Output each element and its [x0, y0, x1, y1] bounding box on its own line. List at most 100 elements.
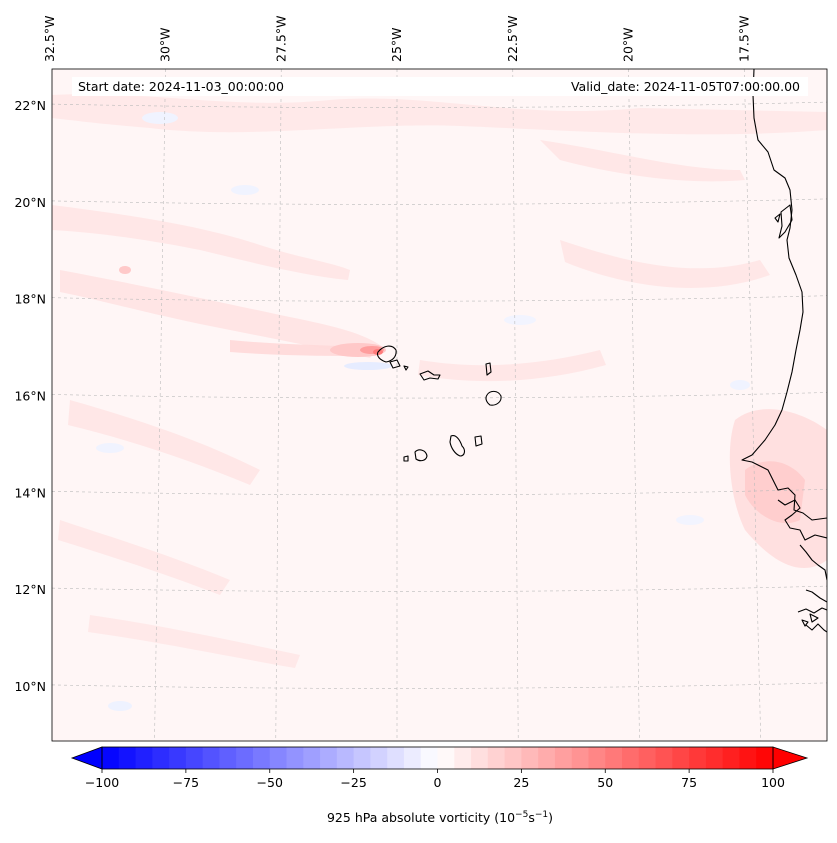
- colorbar-segment: [689, 747, 707, 769]
- colorbar-label: 925 hPa absolute vorticity (10−5s−1): [327, 810, 553, 825]
- lon-tick-label: 25°W: [389, 27, 404, 62]
- colorbar-segment: [420, 747, 438, 769]
- colorbar-segment: [202, 747, 220, 769]
- colorbar-extend-low: [70, 746, 103, 770]
- lon-tick-label: 17.5°W: [736, 16, 751, 62]
- lon-tick-label: 20°W: [621, 27, 636, 62]
- colorbar-segment: [320, 747, 338, 769]
- island-sao-nicolau: [419, 370, 441, 381]
- colorbar-segment: [236, 747, 254, 769]
- lat-tick-label: 16°N: [14, 389, 46, 404]
- meridian-line: [275, 69, 282, 741]
- island-sao-vicente: [389, 359, 401, 369]
- parallel-line: [52, 295, 827, 302]
- colorbar-tick-label: 50: [597, 775, 613, 790]
- colorbar-segment: [655, 747, 673, 769]
- colorbar-tick-label: 75: [681, 775, 697, 790]
- colorbar-segment: [403, 747, 422, 769]
- lat-tick-label: 12°N: [14, 582, 46, 597]
- colorbar-segment: [638, 747, 657, 769]
- parallel-line: [52, 585, 827, 592]
- colorbar-segment: [487, 747, 506, 769]
- bijagos-islands: [801, 613, 819, 627]
- lat-tick-label: 18°N: [14, 292, 46, 307]
- island-boa-vista: [485, 390, 502, 406]
- colorbar-segment: [437, 747, 455, 769]
- lat-tick-label: 20°N: [14, 195, 46, 210]
- colorbar-tick-label: 25: [513, 775, 529, 790]
- colorbar: −100 −75 −50 −25 0 25 50 75 100: [70, 746, 809, 790]
- africa-coastline: [741, 69, 827, 521]
- colorbar-segment: [521, 747, 539, 769]
- colorbar-segment: [588, 747, 606, 769]
- colorbar-tick-label: −25: [340, 775, 366, 790]
- latitude-labels: 10°N 12°N 14°N 16°N 18°N 20°N 22°N: [14, 98, 46, 694]
- lon-tick-label: 30°W: [158, 27, 173, 62]
- meridian-line: [743, 69, 762, 741]
- parallel-line: [52, 682, 827, 689]
- colorbar-segment: [504, 747, 522, 769]
- gridlines: [33, 69, 827, 741]
- meridian-line: [628, 69, 640, 741]
- meridian-line: [154, 69, 166, 741]
- colorbar-segment: [118, 747, 137, 769]
- arguin-bay: [778, 204, 793, 239]
- colorbar-tick-label: 0: [434, 775, 442, 790]
- island-brava: [403, 455, 409, 462]
- lat-tick-label: 22°N: [14, 98, 46, 113]
- colorbar-tick-label: 100: [761, 775, 785, 790]
- map-frame: [51, 68, 828, 742]
- colorbar-segment: [622, 747, 640, 769]
- meridian-line: [33, 69, 50, 741]
- colorbar-segment: [471, 747, 489, 769]
- island-sal: [485, 362, 492, 376]
- colorbar-segment: [336, 747, 355, 769]
- colorbar-segment: [370, 747, 388, 769]
- colorbar-segment: [269, 747, 288, 769]
- colorbar-segment: [219, 747, 237, 769]
- lon-tick-label: 22.5°W: [505, 16, 520, 62]
- colorbar-tick-label: −75: [173, 775, 199, 790]
- lon-tick-label: 32.5°W: [42, 16, 57, 62]
- parallel-line: [52, 392, 827, 399]
- parallel-line: [52, 489, 827, 496]
- island-fogo: [414, 449, 428, 462]
- start-date-label: Start date: 2024-11-03_00:00:00: [78, 79, 284, 94]
- bissau-coast: [797, 589, 827, 633]
- colorbar-segment: [169, 747, 187, 769]
- lon-tick-label: 27.5°W: [273, 16, 288, 62]
- lat-tick-label: 14°N: [14, 485, 46, 500]
- colorbar-segment: [756, 747, 774, 769]
- lat-tick-label: 10°N: [14, 679, 46, 694]
- colorbar-segment: [135, 747, 153, 769]
- island-santa-luzia: [403, 365, 409, 371]
- colorbar-segment: [252, 747, 271, 769]
- colorbar-segment: [722, 747, 740, 769]
- island-maio: [474, 435, 483, 447]
- colorbar-segment: [454, 747, 472, 769]
- longitude-labels: 32.5°W 30°W 27.5°W 25°W 22.5°W 20°W 17.5°W: [42, 16, 752, 62]
- colorbar-segment: [554, 747, 573, 769]
- colorbar-segment: [303, 747, 321, 769]
- colorbar-segment: [672, 747, 690, 769]
- colorbar-segment: [705, 747, 724, 769]
- colorbar-tick-label: −50: [257, 775, 283, 790]
- island-santiago: [449, 435, 465, 457]
- colorbar-segment: [286, 747, 304, 769]
- colorbar-tick-label: −100: [85, 775, 119, 790]
- meridian-line: [512, 69, 519, 741]
- colorbar-segment: [739, 747, 757, 769]
- colorbar-segment: [571, 747, 589, 769]
- colorbar-segment: [605, 747, 623, 769]
- valid-date-label: Valid_date: 2024-11-05T07:00:00.00: [571, 79, 800, 94]
- colorbar-segment: [102, 747, 120, 769]
- parallel-line: [52, 198, 827, 205]
- parallel-line: [52, 101, 827, 108]
- colorbar-segment: [538, 747, 556, 769]
- header-band: [72, 77, 808, 96]
- vorticity-field: [52, 94, 827, 711]
- island-santo-antao: [376, 345, 397, 363]
- colorbar-segment: [387, 747, 405, 769]
- coastlines: [376, 69, 827, 633]
